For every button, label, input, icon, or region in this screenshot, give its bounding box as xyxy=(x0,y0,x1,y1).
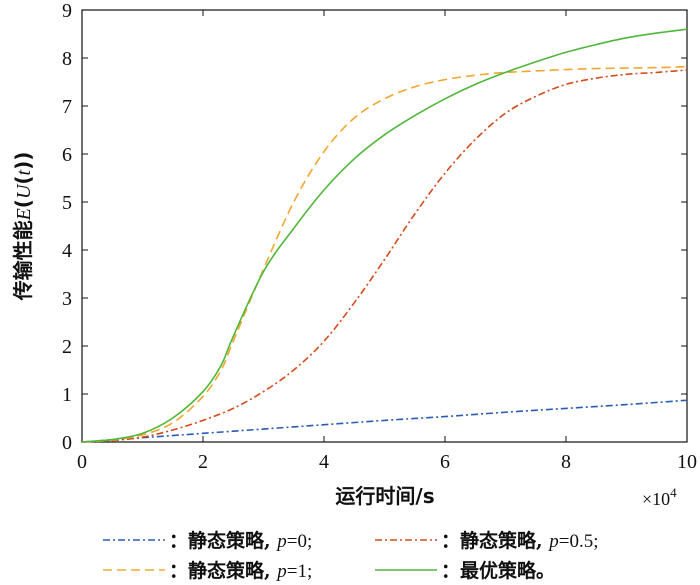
legend-label-3: ：最优策略。 xyxy=(441,559,555,582)
y-tick-label: 4 xyxy=(62,240,72,262)
series-line-2 xyxy=(81,65,688,443)
x-tick-label: 0 xyxy=(77,451,87,473)
series-line-3 xyxy=(81,28,688,443)
x-axis-multiplier: ×104 xyxy=(642,485,677,509)
x-tick-label: 4 xyxy=(319,451,329,473)
y-tick-label: 2 xyxy=(62,336,72,358)
series-line-1 xyxy=(81,69,688,443)
series-lines xyxy=(81,28,688,443)
legend-label-1: ：静态策略, p=0.5; xyxy=(441,529,598,552)
y-tick-label: 3 xyxy=(62,288,72,310)
y-tick-label: 0 xyxy=(62,432,72,454)
x-tick-label: 6 xyxy=(440,451,450,473)
y-tick-label: 6 xyxy=(62,144,72,166)
y-tick-label: 5 xyxy=(62,192,72,214)
y-tick-label: 7 xyxy=(62,96,72,118)
x-axis-label: 运行时间/s xyxy=(335,484,434,508)
series-line-0 xyxy=(81,399,688,443)
legend-label-2: ：静态策略, p=1; xyxy=(169,559,312,582)
y-tick-label: 1 xyxy=(62,384,72,406)
axis-ticks: 0 2 4 6 8 10 0 1 2 3 4 5 6 7 8 9 xyxy=(62,0,697,473)
plot-area xyxy=(81,9,688,443)
legend-label-0: ：静态策略, p=0; xyxy=(169,529,312,552)
y-tick-label: 8 xyxy=(62,48,72,70)
y-axis-label: 传输性能E(U(t)) xyxy=(11,152,35,302)
x-tick-label: 8 xyxy=(561,451,571,473)
x-tick-label: 2 xyxy=(198,451,208,473)
y-tick-label: 9 xyxy=(62,0,72,22)
legend: ：静态策略, p=0; ：静态策略, p=0.5; ：静态策略, p=1; ：最优策略… xyxy=(103,529,598,582)
x-tick-label: 10 xyxy=(677,451,697,473)
